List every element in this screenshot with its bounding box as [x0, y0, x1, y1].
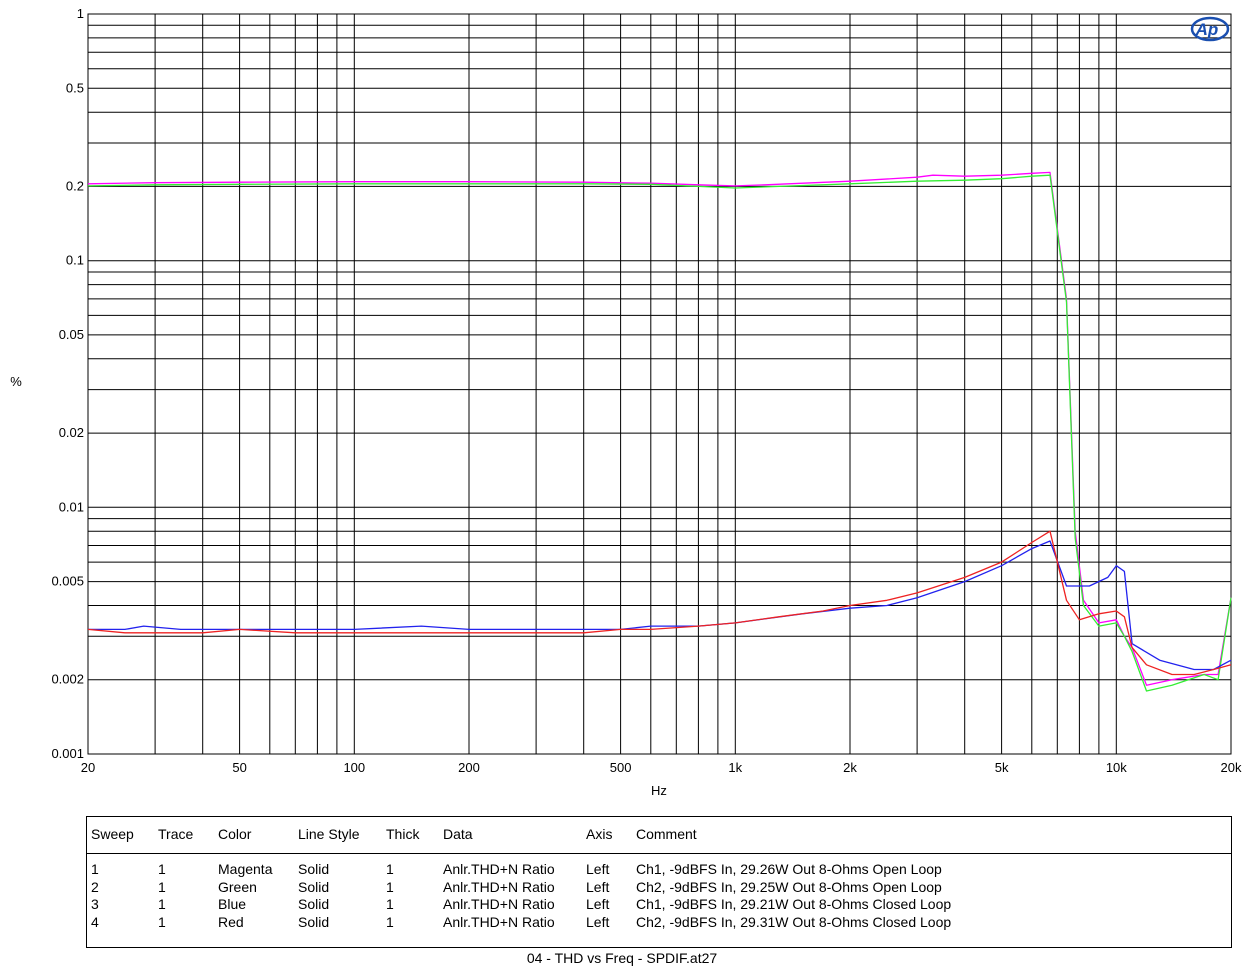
legend-cell-comment: Ch1, -9dBFS In, 29.26W Out 8-Ohms Open L…	[636, 861, 942, 877]
y-tick-label: 0.002	[51, 672, 84, 687]
chart-caption: 04 - THD vs Freq - SPDIF.at27	[526, 950, 718, 966]
legend-cell-color: Blue	[218, 896, 247, 912]
legend-cell-data: Anlr.THD+N Ratio	[443, 913, 555, 930]
y-tick-label: 1	[77, 6, 84, 21]
legend-cell-thick: 1	[386, 896, 394, 912]
chart-series	[87, 171, 1232, 692]
legend-cell-comment: Ch2, -9dBFS In, 29.31W Out 8-Ohms Closed…	[636, 913, 952, 930]
legend-cell-thick: 1	[386, 913, 394, 930]
y-tick-label: 0.5	[66, 80, 84, 95]
x-axis-ticks: 20 50 100 200 500 1k 2k 5k 10k 20k	[81, 760, 1242, 775]
legend-header-divider	[87, 853, 1231, 854]
legend-header-color: Color	[218, 826, 252, 842]
legend-cell-comment: Ch1, -9dBFS In, 29.21W Out 8-Ohms Closed…	[636, 896, 952, 912]
legend-cell-linestyle: Solid	[298, 913, 330, 930]
y-axis-label: %	[10, 374, 22, 389]
series-line-green	[87, 174, 1232, 692]
y-tick-label: 0.02	[59, 425, 84, 440]
x-tick-label: 500	[610, 760, 632, 775]
legend-header-comment: Comment	[636, 826, 697, 842]
legend-cell-trace: 1	[158, 913, 166, 930]
x-tick-label: 20	[81, 760, 95, 775]
legend-header-trace: Trace	[158, 826, 194, 842]
legend-cell-data: Anlr.THD+N Ratio	[443, 861, 555, 877]
x-tick-label: 1k	[728, 760, 742, 775]
x-axis-label: Hz	[651, 783, 667, 798]
series-line-red	[87, 530, 1232, 676]
legend-cell-color: Magenta	[218, 861, 273, 877]
legend-header-sweep: Sweep	[91, 826, 134, 842]
x-tick-label: 50	[232, 760, 246, 775]
legend-cell-axis: Left	[586, 878, 610, 895]
legend-cell-sweep: 3	[91, 896, 99, 912]
x-tick-label: 20k	[1221, 760, 1242, 775]
legend-header-data: Data	[443, 826, 473, 842]
legend-cell-linestyle: Solid	[298, 878, 330, 895]
legend-cell-thick: 1	[386, 861, 394, 877]
legend-cell-sweep: 1	[91, 861, 99, 877]
legend-cell-color: Red	[218, 913, 244, 930]
legend-cell-axis: Left	[586, 861, 610, 877]
legend-cell-trace: 1	[158, 896, 166, 912]
y-tick-label: 0.05	[59, 327, 84, 342]
y-tick-label: 0.005	[51, 574, 84, 589]
legend-cell-color: Green	[218, 878, 257, 895]
y-tick-label: 0.2	[66, 178, 84, 193]
legend-table: Sweep Trace Color Line Style Thick Data Axis Co…	[86, 816, 1232, 948]
legend-cell-axis: Left	[586, 896, 610, 912]
y-tick-label: 0.001	[51, 746, 84, 761]
legend-cell-data: Anlr.THD+N Ratio	[443, 878, 555, 895]
y-axis-ticks: 1 0.5 0.2 0.1 0.05 0.02 0.01 0.005 0.002 0.001	[51, 6, 84, 761]
x-tick-label: 10k	[1106, 760, 1127, 775]
legend-cell-comment: Ch2, -9dBFS In, 29.25W Out 8-Ohms Open L…	[636, 878, 942, 895]
legend-cell-thick: 1	[386, 878, 394, 895]
legend-header-thick: Thick	[386, 826, 420, 842]
chart-grid	[87, 13, 1232, 755]
x-tick-label: 200	[458, 760, 480, 775]
legend-header-axis: Axis	[586, 826, 613, 842]
legend-cell-axis: Left	[586, 913, 610, 930]
x-tick-label: 5k	[995, 760, 1009, 775]
audio-precision-logo: Ap	[1190, 16, 1230, 42]
series-line-magenta	[87, 171, 1232, 686]
svg-text:Ap: Ap	[1195, 20, 1219, 39]
legend-cell-linestyle: Solid	[298, 861, 330, 877]
legend-header-linestyle: Line Style	[298, 826, 360, 842]
legend-cell-trace: 1	[158, 861, 166, 877]
y-tick-label: 0.1	[66, 253, 84, 268]
x-tick-label: 100	[343, 760, 365, 775]
legend-cell-sweep: 2	[91, 878, 99, 895]
legend-cell-sweep: 4	[91, 913, 99, 930]
x-tick-label: 2k	[843, 760, 857, 775]
plot-frame	[87, 13, 1232, 755]
legend-cell-linestyle: Solid	[298, 896, 330, 912]
legend-cell-trace: 1	[158, 878, 166, 895]
chart-plot: 20 50 100 200 500 1k 2k 5k 10k 20k 1 0.5 0.2 0.1 0.05…	[10, 6, 1242, 798]
legend-cell-data: Anlr.THD+N Ratio	[443, 896, 555, 912]
y-tick-label: 0.01	[59, 499, 84, 514]
